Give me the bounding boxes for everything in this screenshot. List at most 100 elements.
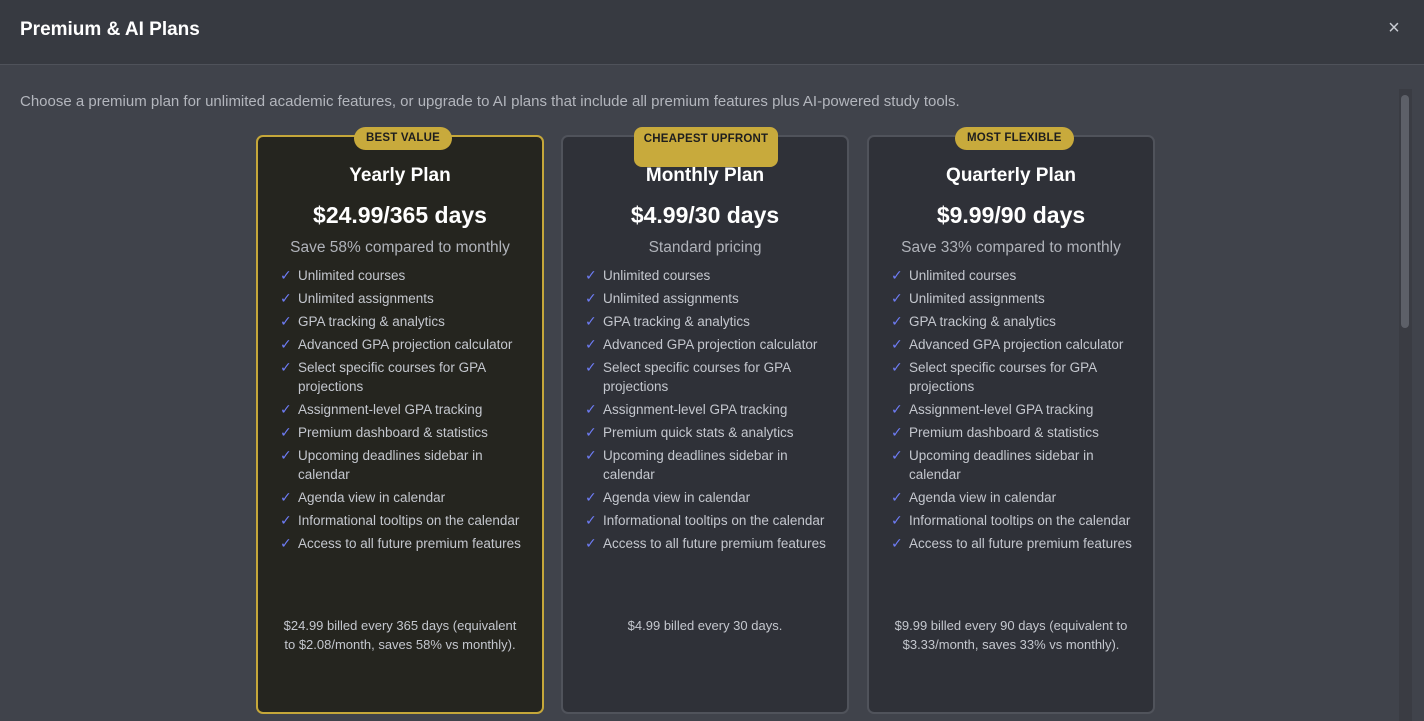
plan-badge: BEST VALUE bbox=[354, 127, 452, 150]
feature-label: Select specific courses for GPA projecti… bbox=[603, 360, 791, 394]
check-icon: ✓ bbox=[891, 336, 903, 352]
check-icon: ✓ bbox=[280, 359, 292, 375]
feature-label: GPA tracking & analytics bbox=[298, 314, 445, 329]
feature-label: Assignment-level GPA tracking bbox=[298, 402, 483, 417]
check-icon: ✓ bbox=[585, 359, 597, 375]
check-icon: ✓ bbox=[585, 512, 597, 528]
close-icon[interactable]: × bbox=[1388, 17, 1400, 39]
check-icon: ✓ bbox=[585, 535, 597, 551]
intro-text: Choose a premium plan for unlimited acad… bbox=[20, 93, 960, 110]
feature-label: Unlimited courses bbox=[603, 268, 711, 283]
check-icon: ✓ bbox=[280, 512, 292, 528]
feature-list: ✓ Unlimited courses ✓ Unlimited assignments… bbox=[891, 266, 1139, 557]
feature-label: Informational tooltips on the calendar bbox=[909, 513, 1131, 528]
billing-note: $9.99 billed every 90 days (equivalent t… bbox=[894, 618, 1128, 652]
check-icon: ✓ bbox=[891, 313, 903, 329]
check-icon: ✓ bbox=[585, 447, 597, 463]
check-icon: ✓ bbox=[280, 535, 292, 551]
feature-label: Informational tooltips on the calendar bbox=[603, 513, 825, 528]
feature-item: ✓ Access to all future premium features bbox=[280, 534, 528, 553]
feature-item: ✓ Select specific courses for GPA project… bbox=[280, 358, 528, 396]
feature-item: ✓ Unlimited courses bbox=[891, 266, 1139, 285]
scrollbar-thumb[interactable] bbox=[1401, 95, 1409, 328]
feature-item: ✓ Access to all future premium features bbox=[585, 534, 833, 553]
check-icon: ✓ bbox=[891, 290, 903, 306]
feature-item: ✓ Premium dashboard & statistics bbox=[891, 423, 1139, 442]
feature-item: ✓ Informational tooltips on the calendar bbox=[280, 511, 528, 530]
feature-item: ✓ Premium dashboard & statistics bbox=[280, 423, 528, 442]
check-icon: ✓ bbox=[280, 489, 292, 505]
check-icon: ✓ bbox=[585, 489, 597, 505]
feature-label: Agenda view in calendar bbox=[603, 490, 751, 505]
billing-note: $24.99 billed every 365 days (equivalent… bbox=[283, 618, 517, 652]
feature-item: ✓ Unlimited assignments bbox=[280, 289, 528, 308]
feature-item: ✓ Assignment-level GPA tracking bbox=[585, 400, 833, 419]
feature-item: ✓ Select specific courses for GPA project… bbox=[585, 358, 833, 396]
feature-label: Unlimited courses bbox=[298, 268, 406, 283]
check-icon: ✓ bbox=[891, 424, 903, 440]
feature-label: Unlimited courses bbox=[909, 268, 1017, 283]
check-icon: ✓ bbox=[891, 512, 903, 528]
check-icon: ✓ bbox=[585, 313, 597, 329]
feature-label: Upcoming deadlines sidebar in calendar bbox=[909, 448, 1094, 482]
check-icon: ✓ bbox=[891, 359, 903, 375]
check-icon: ✓ bbox=[891, 401, 903, 417]
plan-savings: Standard pricing bbox=[648, 239, 762, 256]
feature-label: Access to all future premium features bbox=[298, 536, 521, 551]
feature-label: Select specific courses for GPA projecti… bbox=[298, 360, 486, 394]
plan-card-monthly[interactable]: CHEAPEST UPFRONT Monthly Plan $4.99/30 d… bbox=[561, 127, 849, 714]
feature-item: ✓ Unlimited courses bbox=[280, 266, 528, 285]
feature-list: ✓ Unlimited courses ✓ Unlimited assignments… bbox=[585, 266, 833, 557]
feature-label: Assignment-level GPA tracking bbox=[603, 402, 788, 417]
check-icon: ✓ bbox=[280, 336, 292, 352]
plan-card-quarterly[interactable]: MOST FLEXIBLE Quarterly Plan $9.99/90 da… bbox=[867, 127, 1155, 714]
feature-label: Select specific courses for GPA projecti… bbox=[909, 360, 1097, 394]
feature-item: ✓ Agenda view in calendar bbox=[891, 488, 1139, 507]
feature-item: ✓ Unlimited courses bbox=[585, 266, 833, 285]
plan-card-yearly[interactable]: BEST VALUE Yearly Plan $24.99/365 days S… bbox=[256, 127, 544, 714]
plan-price: $24.99/365 days bbox=[313, 202, 487, 228]
check-icon: ✓ bbox=[280, 401, 292, 417]
check-icon: ✓ bbox=[280, 424, 292, 440]
feature-label: Agenda view in calendar bbox=[298, 490, 446, 505]
plan-price: $4.99/30 days bbox=[630, 202, 780, 228]
feature-item: ✓ Agenda view in calendar bbox=[280, 488, 528, 507]
feature-item: ✓ Upcoming deadlines sidebar in calendar bbox=[280, 446, 528, 484]
plan-name: Quarterly Plan bbox=[946, 165, 1076, 186]
check-icon: ✓ bbox=[891, 489, 903, 505]
feature-label: GPA tracking & analytics bbox=[603, 314, 750, 329]
feature-item: ✓ Assignment-level GPA tracking bbox=[891, 400, 1139, 419]
feature-item: ✓ Unlimited assignments bbox=[585, 289, 833, 308]
check-icon: ✓ bbox=[585, 267, 597, 283]
modal-header: Premium & AI Plans × bbox=[0, 0, 1424, 65]
feature-item: ✓ Unlimited assignments bbox=[891, 289, 1139, 308]
modal-title: Premium & AI Plans bbox=[20, 19, 200, 40]
feature-item: ✓ Upcoming deadlines sidebar in calendar bbox=[891, 446, 1139, 484]
check-icon: ✓ bbox=[585, 336, 597, 352]
feature-item: ✓ Agenda view in calendar bbox=[585, 488, 833, 507]
feature-list: ✓ Unlimited courses ✓ Unlimited assignments… bbox=[280, 266, 528, 557]
plan-price: $9.99/90 days bbox=[936, 202, 1086, 228]
feature-item: ✓ Advanced GPA projection calculator bbox=[585, 335, 833, 354]
feature-label: GPA tracking & analytics bbox=[909, 314, 1056, 329]
check-icon: ✓ bbox=[280, 447, 292, 463]
feature-label: Upcoming deadlines sidebar in calendar bbox=[298, 448, 483, 482]
feature-item: ✓ GPA tracking & analytics bbox=[280, 312, 528, 331]
feature-item: ✓ Premium quick stats & analytics bbox=[585, 423, 833, 442]
feature-label: Premium dashboard & statistics bbox=[909, 425, 1099, 440]
feature-item: ✓ GPA tracking & analytics bbox=[585, 312, 833, 331]
feature-item: ✓ Advanced GPA projection calculator bbox=[891, 335, 1139, 354]
feature-item: ✓ Upcoming deadlines sidebar in calendar bbox=[585, 446, 833, 484]
feature-label: Access to all future premium features bbox=[603, 536, 826, 551]
plan-savings: Save 58% compared to monthly bbox=[290, 239, 510, 256]
feature-item: ✓ Informational tooltips on the calendar bbox=[585, 511, 833, 530]
plan-name: Monthly Plan bbox=[645, 165, 765, 186]
feature-label: Advanced GPA projection calculator bbox=[909, 337, 1124, 352]
check-icon: ✓ bbox=[891, 267, 903, 283]
check-icon: ✓ bbox=[585, 290, 597, 306]
feature-label: Access to all future premium features bbox=[909, 536, 1132, 551]
feature-label: Premium dashboard & statistics bbox=[298, 425, 488, 440]
check-icon: ✓ bbox=[280, 313, 292, 329]
feature-item: ✓ Advanced GPA projection calculator bbox=[280, 335, 528, 354]
